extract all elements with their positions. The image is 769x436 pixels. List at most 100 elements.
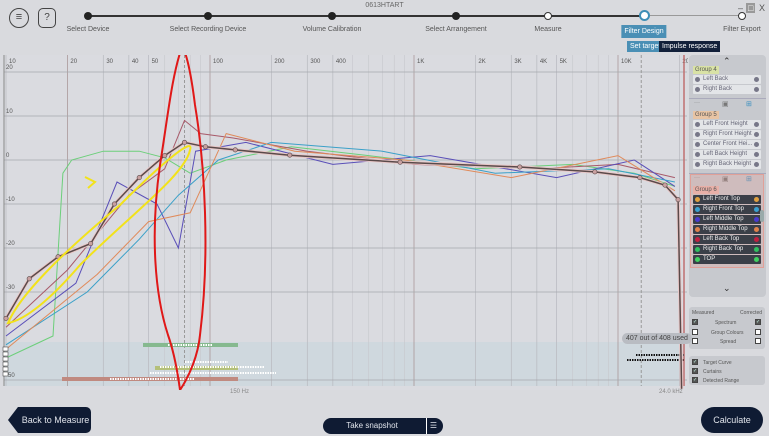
target-curve-point[interactable]	[517, 164, 523, 170]
speaker-settings-icon[interactable]	[754, 227, 759, 232]
curtains-checkbox[interactable]: ✓	[692, 368, 698, 374]
scroll-down-icon[interactable]: ⌄	[723, 283, 731, 293]
step-dot-current[interactable]	[639, 10, 650, 21]
speaker-item[interactable]: Right Front Top	[693, 205, 761, 214]
y-tick-label: 20	[6, 65, 13, 71]
speaker-item[interactable]: Right Front Height	[693, 130, 761, 139]
speaker-item[interactable]: Left Back Top	[693, 235, 761, 244]
curve-handle[interactable]	[2, 346, 9, 352]
speaker-settings-icon[interactable]	[754, 237, 759, 242]
target-curve-point[interactable]	[232, 147, 238, 153]
speaker-settings-icon[interactable]	[754, 217, 759, 222]
step-select-recording-device[interactable]: Select Recording Device	[169, 26, 247, 33]
speaker-settings-icon[interactable]	[754, 142, 759, 147]
frequency-response-chart[interactable]: 10203040501002003004001K2K3K4K5K10K20K20…	[0, 55, 688, 390]
spread-measured-checkbox[interactable]	[692, 338, 698, 344]
take-snapshot-button[interactable]: Take snapshot ☰	[323, 418, 443, 434]
speaker-settings-icon[interactable]	[754, 197, 759, 202]
target-curve-point[interactable]	[88, 241, 94, 247]
minimize-button[interactable]: –	[738, 3, 744, 13]
step-filter-export[interactable]: Filter Export	[723, 26, 761, 33]
target-curve-point[interactable]	[3, 315, 9, 321]
maximize-button[interactable]: □	[746, 3, 756, 13]
group-more-icon[interactable]: ···	[694, 100, 700, 106]
spectrum-corrected-checkbox[interactable]: ✓	[755, 319, 761, 325]
step-select-device[interactable]: Select Device	[66, 26, 110, 33]
speaker-item[interactable]: Right Back Height	[693, 160, 761, 169]
speaker-settings-icon[interactable]	[754, 247, 759, 252]
speaker-item[interactable]: Left Back	[693, 75, 761, 84]
group-label[interactable]: Group 4	[693, 66, 719, 74]
speaker-settings-icon[interactable]	[754, 162, 759, 167]
target-curve-point[interactable]	[136, 175, 142, 181]
curve-handle[interactable]	[2, 371, 9, 377]
step-select-arrangement[interactable]: Select Arrangement	[425, 26, 487, 33]
curve-handle[interactable]	[2, 361, 9, 367]
group-colours-measured-checkbox[interactable]	[692, 329, 698, 335]
tab-impulse-response[interactable]: Impulse response	[659, 41, 721, 52]
target-curve-point[interactable]	[162, 153, 168, 159]
target-curve-point[interactable]	[26, 276, 32, 282]
step-measure[interactable]: Measure	[534, 26, 562, 33]
target-curve-point[interactable]	[675, 197, 681, 203]
target-curve-point[interactable]	[397, 159, 403, 165]
speaker-settings-icon[interactable]	[754, 77, 759, 82]
speaker-settings-icon[interactable]	[754, 152, 759, 157]
curve-handle[interactable]	[2, 356, 9, 362]
speaker-settings-icon[interactable]	[754, 132, 759, 137]
target-curve-point[interactable]	[637, 175, 643, 181]
target-curve-point[interactable]	[202, 144, 208, 150]
group-expand-icon[interactable]: ⊞	[746, 176, 752, 183]
speaker-item[interactable]: Right Back	[693, 85, 761, 94]
target-curve-point[interactable]	[592, 169, 598, 175]
back-to-measure-button[interactable]: Back to Measure	[8, 407, 91, 433]
curve-handle[interactable]	[2, 351, 9, 357]
speaker-settings-icon[interactable]	[754, 122, 759, 127]
spectrum-measured-checkbox[interactable]: ✓	[692, 319, 698, 325]
menu-button[interactable]: ≡	[9, 8, 29, 28]
speaker-item[interactable]: Left Middle Top	[693, 215, 761, 224]
step-dot[interactable]	[84, 12, 92, 20]
group-copy-icon[interactable]: ▣	[722, 176, 729, 183]
scroll-up-icon[interactable]: ⌃	[723, 56, 731, 66]
curve-handle[interactable]	[2, 366, 9, 372]
step-volume-calibration[interactable]: Volume Calibration	[302, 26, 362, 33]
speaker-settings-icon[interactable]	[754, 207, 759, 212]
group-copy-icon[interactable]: ▣	[722, 101, 729, 108]
help-button[interactable]: ?	[38, 8, 56, 28]
target-curve[interactable]	[5, 141, 683, 389]
speaker-item[interactable]: Right Back Top	[693, 245, 761, 254]
speaker-item[interactable]: Center Front Hei...	[693, 140, 761, 149]
group-label[interactable]: Group 6	[693, 186, 719, 194]
step-dot[interactable]	[204, 12, 212, 20]
speaker-settings-icon[interactable]	[754, 87, 759, 92]
step-filter-design[interactable]: Filter Design	[621, 25, 667, 38]
speaker-item[interactable]: Right Middle Top	[693, 225, 761, 234]
group-expand-icon[interactable]: ⊞	[746, 101, 752, 108]
snapshot-list-icon[interactable]: ☰	[425, 418, 437, 434]
speaker-item[interactable]: Left Front Top	[693, 195, 761, 204]
step-dot[interactable]	[452, 12, 460, 20]
x-tick-label: 50	[152, 59, 159, 65]
speaker-settings-icon[interactable]	[754, 257, 759, 262]
step-dot[interactable]	[544, 12, 552, 20]
tab-set-target[interactable]: Set target	[627, 41, 664, 52]
group-colours-corrected-checkbox[interactable]	[755, 329, 761, 335]
speaker-item[interactable]: Left Front Height	[693, 120, 761, 129]
target-curve-point[interactable]	[287, 152, 293, 158]
target-curve-point[interactable]	[662, 182, 668, 188]
detected-range-checkbox[interactable]: ✓	[692, 377, 698, 383]
target-curve-checkbox[interactable]: ✓	[692, 359, 698, 365]
step-dot[interactable]	[738, 12, 746, 20]
close-button[interactable]: X	[759, 3, 766, 13]
speaker-item[interactable]: TOP	[693, 255, 761, 264]
speaker-item[interactable]: Left Back Height	[693, 150, 761, 159]
target-curve-point[interactable]	[111, 201, 117, 207]
group-label[interactable]: Group 5	[693, 111, 719, 119]
group-more-icon[interactable]: ···	[694, 175, 700, 181]
target-curve-point[interactable]	[182, 139, 188, 145]
panel-scrollbar[interactable]	[760, 210, 764, 222]
calculate-button[interactable]: Calculate	[701, 407, 763, 433]
step-dot[interactable]	[328, 12, 336, 20]
spread-corrected-checkbox[interactable]	[755, 338, 761, 344]
